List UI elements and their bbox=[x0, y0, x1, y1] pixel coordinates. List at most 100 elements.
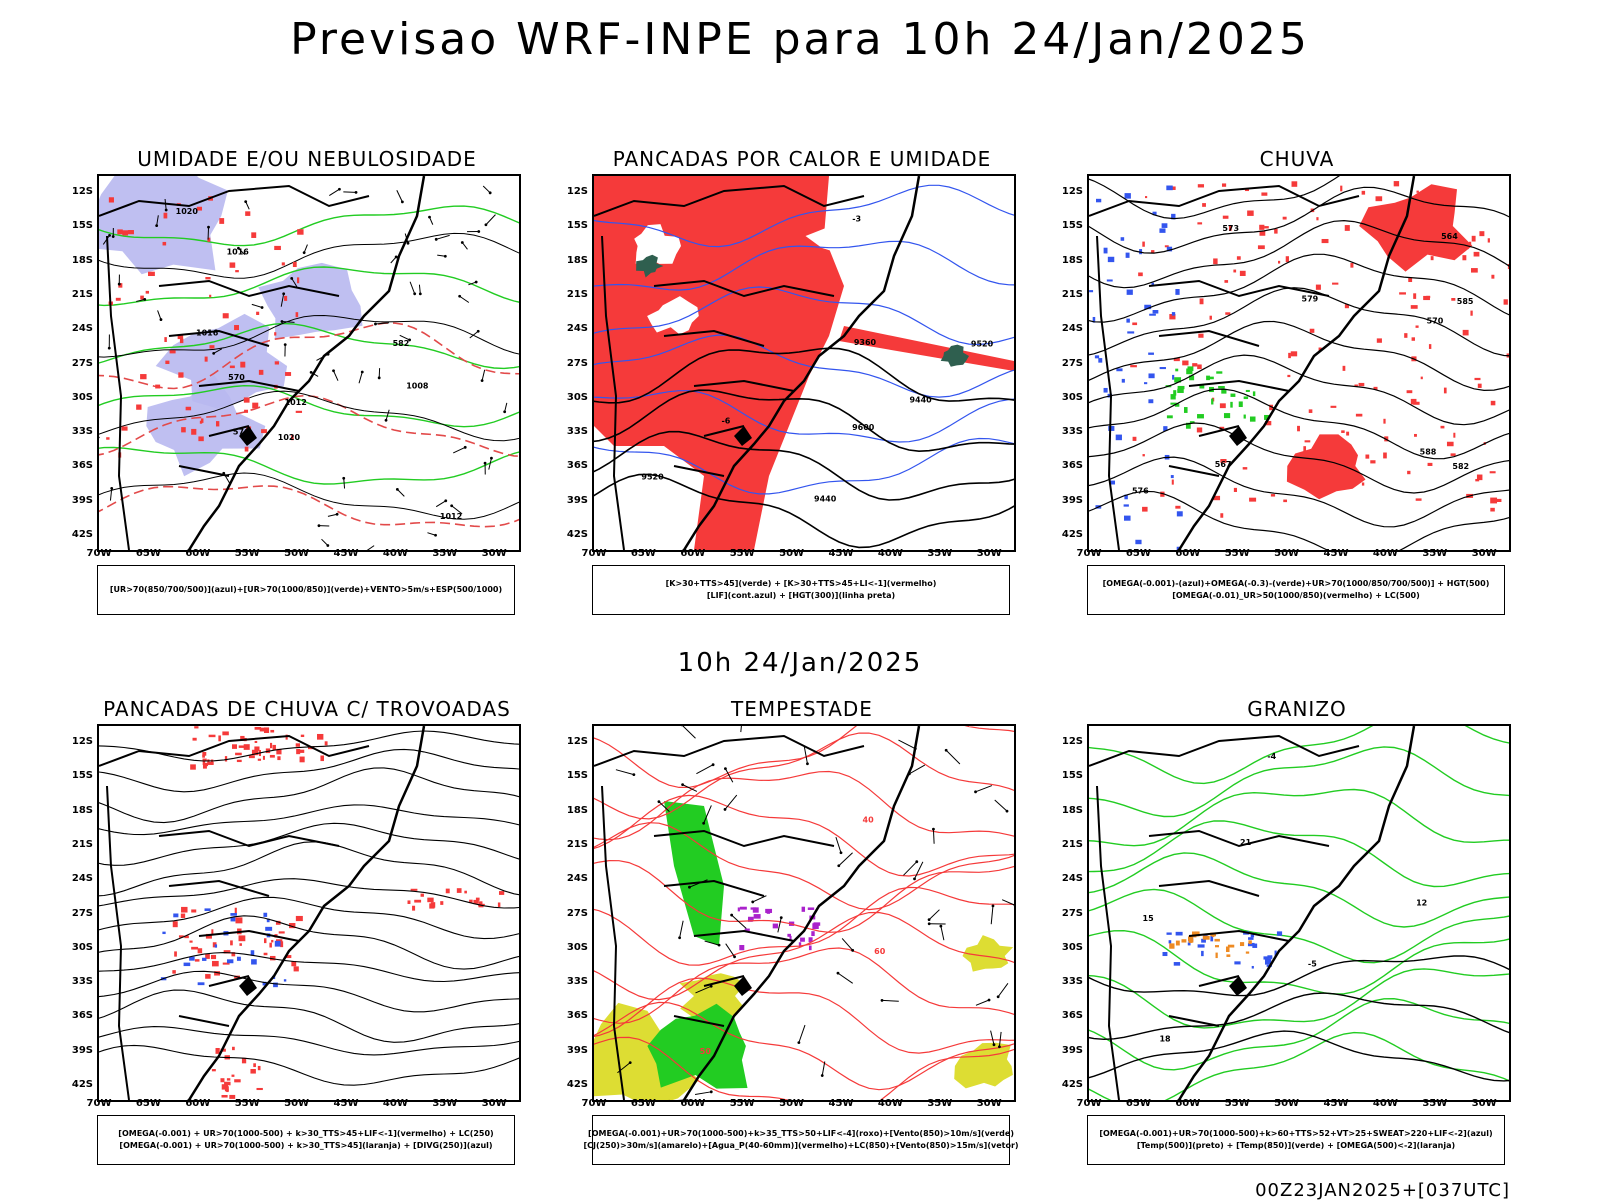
rain-area-blue bbox=[1108, 257, 1114, 262]
precipitable-water-contour bbox=[594, 887, 1014, 965]
wind-speed-marker-red bbox=[293, 262, 297, 267]
contour-label: 1012 bbox=[285, 398, 307, 407]
latitude-tick-label: 21S bbox=[567, 839, 588, 850]
latitude-tick-label: 24S bbox=[567, 873, 588, 884]
longitude-tick-label: 65W bbox=[631, 1098, 656, 1109]
rain-area-red bbox=[1416, 498, 1422, 500]
omega-area-orange bbox=[1169, 943, 1174, 948]
thunderstorm-area-red bbox=[218, 735, 221, 741]
rain-area-red bbox=[1287, 434, 1366, 499]
rain-area-blue bbox=[1107, 279, 1113, 281]
contour-label: 40 bbox=[863, 815, 875, 824]
longitude-tick-label: 35W bbox=[927, 548, 952, 559]
latitude-tick-label: 39S bbox=[72, 1045, 93, 1056]
thunderstorm-area-red bbox=[457, 888, 462, 893]
wind-vector-head bbox=[477, 330, 480, 333]
precipitable-water-contour bbox=[594, 948, 1014, 1023]
wind-vector-head bbox=[464, 446, 467, 449]
rain-area-green bbox=[1244, 396, 1248, 399]
omega-area-orange bbox=[1215, 945, 1219, 947]
wind-speed-marker-red bbox=[230, 262, 236, 267]
longitude-tick-label: 50W bbox=[779, 1098, 804, 1109]
thunderstorm-area-red bbox=[300, 757, 305, 763]
thunderstorm-area-red bbox=[301, 735, 304, 737]
wind-speed-marker-red bbox=[282, 262, 285, 265]
latitude-tick-label: 27S bbox=[72, 358, 93, 369]
longitude-tick-label: 40W bbox=[878, 548, 903, 559]
legend-line: [OMEGA(-0.001) + UR>70(1000-500) + k>30_… bbox=[119, 1140, 492, 1152]
wind-speed-marker-red bbox=[244, 397, 250, 402]
wind-vector bbox=[995, 800, 1007, 811]
rain-area-red bbox=[1175, 506, 1180, 509]
rain-area-red bbox=[1213, 258, 1217, 264]
rain-area-red bbox=[1399, 292, 1406, 294]
wind-vector-head bbox=[332, 369, 335, 372]
latitude-tick-label: 36S bbox=[567, 1010, 588, 1021]
rain-area-red bbox=[1264, 226, 1269, 228]
wind-vector-head bbox=[797, 1041, 800, 1044]
rain-area-red bbox=[1220, 403, 1226, 408]
streamline bbox=[99, 990, 519, 1042]
thunderstorm-area-red bbox=[232, 744, 237, 749]
divergence-area-blue bbox=[202, 958, 206, 961]
temperature-500-contour bbox=[1089, 1031, 1509, 1081]
latitude-tick-label: 36S bbox=[1062, 460, 1083, 471]
wind-vector bbox=[436, 235, 449, 239]
rain-area-blue bbox=[1148, 353, 1154, 355]
panel-title: TEMPESTADE bbox=[562, 697, 1042, 721]
wind-vector bbox=[397, 489, 404, 496]
temperature-850-contour bbox=[1089, 999, 1509, 1070]
precipitable-water-contour bbox=[594, 772, 1014, 840]
rain-area-red bbox=[1237, 256, 1241, 260]
streamline bbox=[99, 953, 519, 982]
wind-vector-head bbox=[503, 410, 506, 413]
contour-label: 579 bbox=[1302, 295, 1319, 304]
lagoa-patos bbox=[239, 976, 257, 996]
wind-vector bbox=[991, 906, 993, 924]
humidity-contour-green bbox=[99, 448, 519, 485]
latitude-tick-label: 36S bbox=[567, 460, 588, 471]
thunderstorm-area-red bbox=[194, 726, 198, 728]
wind-vector-head bbox=[212, 352, 215, 355]
latitude-tick-label: 30S bbox=[1062, 392, 1083, 403]
panel-title: GRANIZO bbox=[1057, 697, 1537, 721]
rain-area-blue bbox=[1104, 248, 1108, 254]
latitude-tick-label: 15S bbox=[1062, 770, 1083, 781]
longitude-tick-label: 30W bbox=[1472, 1098, 1497, 1109]
divergence-area-blue bbox=[162, 932, 165, 934]
longitude-tick-label: 65W bbox=[136, 1098, 161, 1109]
thunderstorm-area-red bbox=[408, 900, 411, 904]
andes-border bbox=[107, 236, 129, 550]
wind-vector-head bbox=[118, 283, 121, 286]
rain-area-red bbox=[1143, 454, 1145, 456]
thunderstorm-area-red bbox=[279, 931, 285, 933]
longitude-tick-label: 70W bbox=[1077, 548, 1102, 559]
streamline bbox=[99, 823, 519, 865]
rain-area-red bbox=[1132, 322, 1137, 325]
thunderstorm-area-red bbox=[270, 743, 272, 748]
contour-label: 1016 bbox=[227, 248, 250, 257]
lagoa-patos bbox=[1229, 976, 1247, 996]
latitude-tick-label: 15S bbox=[567, 770, 588, 781]
rain-area-blue bbox=[1124, 516, 1131, 521]
rain-area-red bbox=[1394, 181, 1399, 186]
temperature-850-contour bbox=[1089, 790, 1509, 846]
rain-area-blue bbox=[1159, 228, 1165, 232]
thunderstorm-area-red bbox=[239, 935, 246, 941]
map-trovoadas bbox=[97, 724, 521, 1102]
wind-vector-head bbox=[165, 209, 168, 212]
thunderstorm-area-red bbox=[421, 894, 424, 897]
rain-area-red bbox=[1224, 280, 1228, 283]
rain-area-blue bbox=[1127, 331, 1134, 333]
wind-vector bbox=[436, 501, 446, 507]
rain-area-red bbox=[1240, 271, 1246, 276]
latitude-tick-label: 21S bbox=[567, 289, 588, 300]
rain-area-blue bbox=[1171, 475, 1174, 478]
wind-vector-head bbox=[143, 298, 146, 301]
longitude-tick-label: 65W bbox=[1126, 1098, 1151, 1109]
